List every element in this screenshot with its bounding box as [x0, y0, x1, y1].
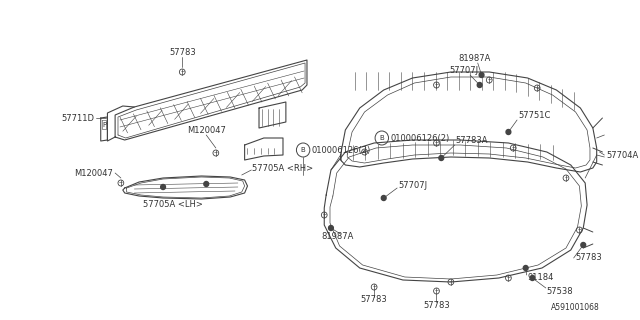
Text: 57711D: 57711D	[61, 114, 94, 123]
Circle shape	[524, 266, 528, 270]
Text: 57751C: 57751C	[518, 110, 550, 119]
Circle shape	[581, 243, 586, 247]
Circle shape	[204, 181, 209, 187]
Text: 57707J: 57707J	[449, 66, 478, 75]
Text: 57704A: 57704A	[606, 150, 639, 159]
Text: 57783A: 57783A	[456, 135, 488, 145]
Text: 010006126(2): 010006126(2)	[390, 133, 450, 142]
Text: A591001068: A591001068	[551, 303, 600, 312]
Circle shape	[439, 156, 444, 161]
Text: 57783: 57783	[361, 295, 387, 305]
Circle shape	[381, 196, 386, 201]
Text: 57707J: 57707J	[398, 180, 428, 189]
Circle shape	[479, 73, 484, 77]
Text: B: B	[380, 135, 384, 141]
Text: 57705A <LH>: 57705A <LH>	[143, 199, 203, 209]
Circle shape	[328, 226, 333, 230]
Circle shape	[530, 276, 535, 281]
Circle shape	[506, 130, 511, 134]
Text: 81987A: 81987A	[321, 231, 354, 241]
Text: P: P	[102, 122, 107, 128]
Text: M120047: M120047	[74, 169, 113, 178]
Text: 91184: 91184	[527, 274, 554, 283]
Text: 57783: 57783	[575, 253, 602, 262]
Text: 57705A <RH>: 57705A <RH>	[252, 164, 314, 172]
Text: M120047: M120047	[187, 125, 226, 134]
Text: 57783: 57783	[423, 300, 450, 309]
Text: B: B	[301, 147, 305, 153]
Text: 81987A: 81987A	[458, 53, 491, 62]
Text: 57538: 57538	[547, 287, 573, 297]
Text: 57783: 57783	[169, 47, 196, 57]
Circle shape	[477, 83, 482, 87]
Text: 010006126(2): 010006126(2)	[312, 146, 371, 155]
Circle shape	[161, 185, 166, 189]
